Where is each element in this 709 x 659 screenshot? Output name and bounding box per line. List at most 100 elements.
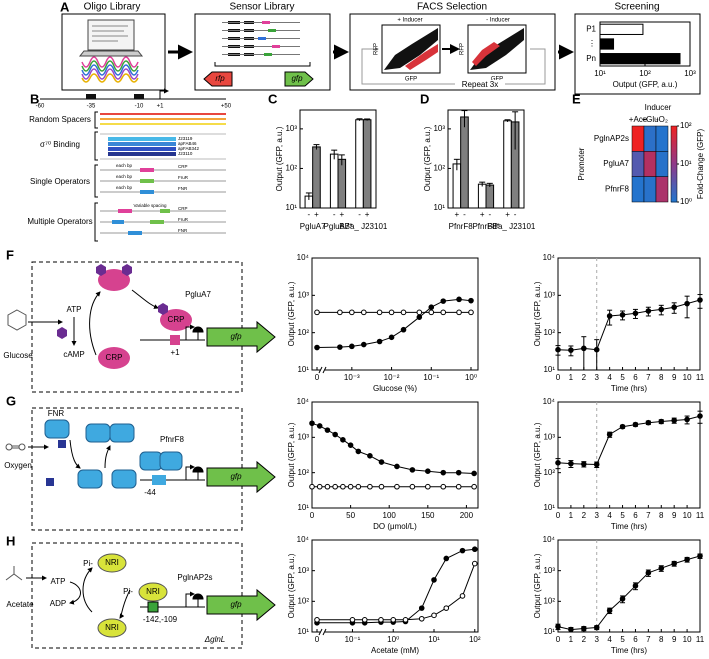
facs: + Inducer - Inducer RFP RFP GFP GFP Repe… [361, 18, 546, 89]
data-point [332, 483, 338, 490]
series-line [317, 548, 475, 624]
colorbar-step [671, 179, 677, 183]
panel-label: A [60, 0, 70, 14]
repeat-label: Repeat 3x [462, 80, 498, 89]
x-tick-label: 5 [620, 373, 625, 382]
bar [485, 184, 495, 209]
x-tick-label: 11 [696, 373, 705, 382]
series-label: - [514, 210, 517, 219]
data-point [581, 461, 587, 467]
series-line [311, 422, 475, 474]
data-point [606, 607, 613, 614]
y-tick-label: 10⁴ [297, 253, 310, 262]
x-tick-label: 10⁻¹ [345, 635, 361, 644]
x-tick-label: 10¹ [594, 69, 606, 78]
data-point [416, 314, 423, 320]
data-point [443, 555, 450, 562]
colorbar-step [671, 181, 677, 185]
y-tick-label: 10² [297, 596, 309, 605]
x-tick-label: 0 [556, 635, 561, 644]
data-point [440, 483, 447, 490]
x-tick-label: 4 [607, 373, 612, 382]
plot-frame [311, 401, 479, 509]
inducer: Oxygen [4, 461, 32, 470]
panel-label: H [6, 533, 15, 548]
x-tick-label: 7 [646, 511, 651, 520]
panel-a: Oligo Library Sensor Library FACS Select… [61, 2, 701, 95]
row-label: PfnrF8 [605, 184, 630, 193]
colorbar-step [671, 126, 677, 130]
x-tick-label: 10¹ [428, 635, 440, 644]
x-tick-label: 10³ [684, 69, 696, 78]
y-tick-label: 10² [297, 328, 309, 337]
x-tick-label: 0 [556, 511, 561, 520]
colorbar-step [671, 156, 677, 160]
y-axis-label: Output (GFP, a.u.) [287, 281, 296, 346]
promoter-name: apFAB342 [178, 146, 200, 151]
data-point [314, 309, 320, 316]
y-tick-label: 10⁴ [297, 535, 310, 544]
data-point [361, 616, 368, 623]
plot-frame [557, 401, 701, 509]
axis-label: RFP [460, 43, 466, 55]
colorbar-step [671, 128, 677, 132]
row-label: Random Spacers [29, 115, 91, 124]
data-point [671, 304, 677, 311]
data-point [468, 309, 474, 316]
y-tick-label: 10³ [543, 432, 555, 441]
data-point [400, 326, 407, 333]
x-tick-label: 0 [315, 635, 320, 644]
step-box [194, 13, 331, 91]
axis-break [322, 366, 327, 374]
x-tick-label: 10² [639, 69, 651, 78]
x-tick-label: 10 [683, 373, 692, 382]
colorbar-tick-label: 10⁰ [680, 197, 692, 206]
bar [452, 163, 462, 209]
x-tick-label: 5 [620, 635, 625, 644]
operator-name: FNR [178, 186, 188, 191]
series-label: + [455, 210, 460, 219]
data-point [428, 309, 435, 316]
data-point [376, 309, 383, 316]
column-label: +Ace [629, 115, 648, 124]
panel-label: C [268, 91, 278, 106]
heatmap-cell [655, 125, 669, 152]
data-point [409, 467, 416, 473]
y-axis-label: Output (GFP, a.u.) [287, 553, 296, 618]
phosphate: Pi- [123, 587, 133, 596]
data-point [309, 483, 315, 490]
colorbar-step [671, 189, 677, 193]
axis-break [318, 366, 323, 374]
row-label: Multiple Operators [27, 217, 92, 226]
category-label: P1 [586, 24, 596, 33]
phosphate: Pi- [83, 559, 93, 568]
position: +1 [157, 104, 165, 110]
y-axis-label: Output (GFP, a.u.) [423, 126, 432, 191]
colorbar-step [671, 148, 677, 152]
series-label: + [480, 210, 485, 219]
data-point [555, 623, 561, 630]
category-label: Pn [586, 54, 596, 63]
note: each bp [116, 185, 133, 190]
y-tick-label: 10³ [433, 124, 445, 133]
plot-frame [311, 539, 479, 633]
panel-label: G [6, 393, 16, 408]
colorbar-step [671, 133, 677, 137]
site-label: +1 [170, 348, 180, 357]
x-tick-label: 150 [421, 511, 435, 520]
data-point [632, 310, 639, 317]
colorbar-step [671, 174, 677, 178]
x-tick-label: 7 [646, 635, 651, 644]
colorbar-step [671, 191, 677, 195]
heatmap-title: Inducer [645, 103, 672, 112]
step-box [574, 13, 701, 95]
axis-break [318, 628, 323, 636]
data-point [367, 483, 373, 490]
column-label: -O₂ [656, 115, 668, 124]
category-label: ⋮ [588, 39, 596, 48]
data-point [606, 431, 613, 438]
data-point [581, 625, 587, 632]
colorbar-step [671, 143, 677, 147]
y-axis-label: Promoter [577, 147, 586, 180]
